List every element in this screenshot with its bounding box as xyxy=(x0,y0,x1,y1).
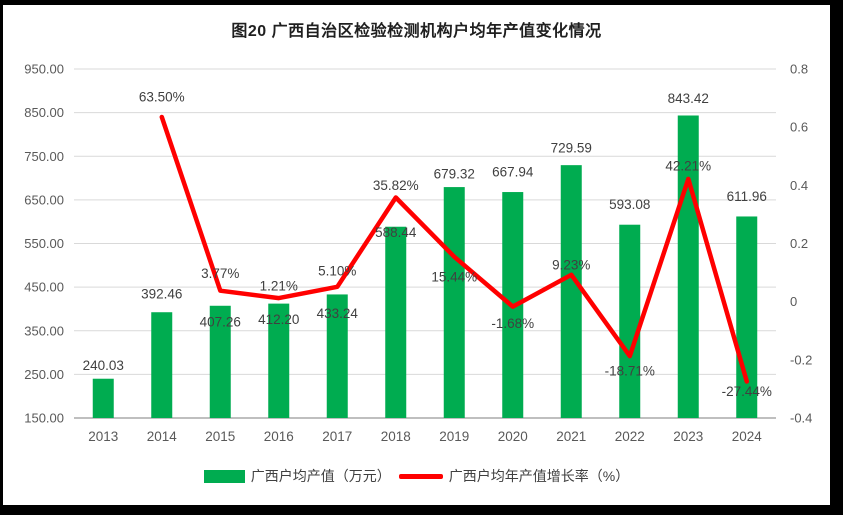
left-axis-tick-650.00: 650.00 xyxy=(24,192,64,207)
pct-label-2020: -1.68% xyxy=(491,316,534,331)
bar-2019 xyxy=(443,187,465,418)
right-axis-tick-0: 0 xyxy=(790,294,797,309)
bar-2014 xyxy=(151,312,173,418)
bar-label-2014: 392.46 xyxy=(141,287,182,302)
x-axis-label-2016: 2016 xyxy=(264,429,294,444)
left-axis-tick-350.00: 350.00 xyxy=(24,323,64,338)
x-axis-label-2021: 2021 xyxy=(556,429,586,444)
bar-2022 xyxy=(619,224,641,418)
bar-2018 xyxy=(385,226,407,418)
bar-label-2013: 240.03 xyxy=(83,358,124,373)
right-axis-tick-0.2: 0.2 xyxy=(790,236,808,251)
right-axis-tick--0.2: -0.2 xyxy=(790,352,812,367)
left-axis-tick-150.00: 150.00 xyxy=(24,411,64,426)
left-axis-tick-450.00: 450.00 xyxy=(24,280,64,295)
combo-chart-plot: 950.00 850.00 750.00 650.00 550.00 450.00 350.… xyxy=(24,62,812,445)
bar-series-swatch-icon xyxy=(203,469,245,483)
bar-label-2023: 843.42 xyxy=(668,91,709,106)
x-axis-label-2013: 2013 xyxy=(88,429,118,444)
right-axis-tick-0.6: 0.6 xyxy=(790,120,808,135)
bar-2016 xyxy=(268,303,290,418)
x-axis-label-2022: 2022 xyxy=(615,429,645,444)
left-axis-tick-950.00: 950.00 xyxy=(24,62,64,77)
pct-label-2014: 63.50% xyxy=(139,89,185,104)
bar-label-2021: 729.59 xyxy=(551,141,592,156)
bar-2013 xyxy=(92,378,114,418)
pct-label-2021: 9.23% xyxy=(552,257,590,272)
pct-label-2024: -27.44% xyxy=(722,384,772,399)
bar-2015 xyxy=(209,305,231,418)
left-axis-tick-250.00: 250.00 xyxy=(24,367,64,382)
pct-label-2018: 35.82% xyxy=(373,178,419,193)
right-axis-tick-0.8: 0.8 xyxy=(790,62,808,77)
pct-label-2016: 1.21% xyxy=(260,279,298,294)
bar-label-2018: 588.44 xyxy=(375,225,417,240)
bar-label-2020: 667.94 xyxy=(492,165,534,180)
right-axis-tick--0.4: -0.4 xyxy=(790,411,812,426)
legend-item-bar-series: 广西户均产值（万元） xyxy=(203,466,391,486)
left-axis-tick-550.00: 550.00 xyxy=(24,236,64,251)
x-axis-label-2020: 2020 xyxy=(498,429,528,444)
bar-label-2019: 679.32 xyxy=(434,167,475,182)
pct-label-2022: -18.71% xyxy=(605,364,655,379)
pct-label-2015: 3.77% xyxy=(201,266,239,281)
x-axis-label-2023: 2023 xyxy=(673,429,703,444)
chart-legend: 广西户均产值（万元） 广西户均年产值增长率（%） xyxy=(3,466,830,486)
left-axis-tick-850.00: 850.00 xyxy=(24,105,64,120)
bar-label-2022: 593.08 xyxy=(609,197,650,212)
left-axis-tick-750.00: 750.00 xyxy=(24,149,64,164)
x-axis-label-2018: 2018 xyxy=(381,429,411,444)
bar-label-2015: 407.26 xyxy=(200,314,241,329)
bar-2021 xyxy=(560,165,582,418)
line-series-swatch-icon xyxy=(398,473,443,479)
x-axis-label-2024: 2024 xyxy=(732,429,763,444)
legend-item-line-series: 广西户均年产值增长率（%） xyxy=(398,466,630,486)
x-axis-label-2019: 2019 xyxy=(439,429,469,444)
growth-rate-line xyxy=(159,114,750,384)
right-axis-tick-0.4: 0.4 xyxy=(790,178,808,193)
pct-label-2019: 15.44% xyxy=(431,269,477,284)
pct-label-2023: 42.21% xyxy=(665,158,711,173)
x-axis-label-2014: 2014 xyxy=(147,429,178,444)
bar-label-2024: 611.96 xyxy=(727,189,767,204)
bar-series-label: 广西户均产值（万元） xyxy=(250,468,391,484)
bar-label-2017: 433.24 xyxy=(317,306,359,321)
bar-2017 xyxy=(326,294,348,418)
chart-card: 图20 广西自治区检验检测机构户均年产值变化情况 950.00 850.00 750… xyxy=(3,5,830,505)
line-series-label: 广西户均年产值增长率（%） xyxy=(448,468,630,484)
x-axis-label-2017: 2017 xyxy=(322,429,352,444)
pct-label-2017: 5.10% xyxy=(318,263,356,278)
chart-title: 图20 广西自治区检验检测机构户均年产值变化情况 xyxy=(231,23,602,40)
bar-label-2016: 412.20 xyxy=(258,312,299,327)
x-axis-label-2015: 2015 xyxy=(205,429,235,444)
